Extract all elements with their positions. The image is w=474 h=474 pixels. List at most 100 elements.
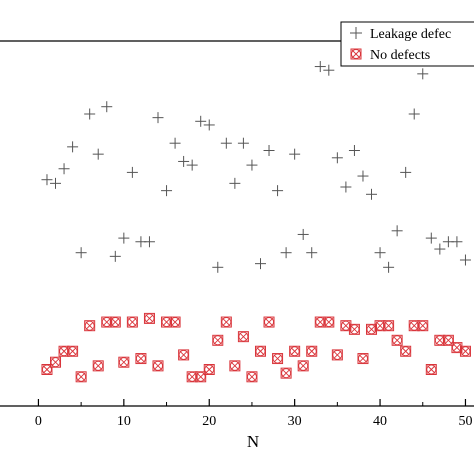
leakage-point (314, 61, 326, 73)
leakage-point (118, 232, 130, 244)
leakage-point (323, 64, 335, 76)
leakage-point (246, 159, 258, 171)
no-defect-point (263, 316, 275, 328)
leakage-point (50, 177, 62, 189)
x-tick-label-10: 10 (117, 414, 131, 429)
no-defect-point (237, 331, 249, 343)
no-defect-point (169, 316, 181, 328)
leakage-point (306, 247, 318, 259)
leakage-point (340, 181, 352, 193)
leakage-point (161, 185, 173, 197)
no-defect-point (67, 345, 79, 357)
leakage-point (391, 225, 403, 237)
no-defect-point (331, 349, 343, 361)
no-defect-point (357, 353, 369, 365)
legend-label-leakage: Leakage defec (370, 27, 451, 42)
no-defect-point (84, 320, 96, 332)
leakage-point (41, 174, 53, 186)
leakage-point (263, 145, 275, 156)
x-axis-ticks: 0 10 20 30 40 50 (35, 399, 472, 429)
no-defect-point (75, 371, 87, 383)
no-defect-point (306, 345, 318, 357)
x-tick-label-40: 40 (373, 414, 387, 429)
leakage-point (58, 163, 70, 175)
leakage-point (289, 148, 301, 160)
leakage-point (366, 188, 378, 200)
leakage-point (186, 159, 198, 171)
no-defect-point (220, 316, 232, 328)
leakage-point (101, 101, 113, 113)
no-defect-point (212, 334, 224, 346)
no-defect-point (400, 345, 412, 357)
no-defect-point (434, 334, 446, 346)
leakage-point (84, 108, 96, 120)
leakage-point (280, 247, 292, 259)
no-defect-point (280, 367, 292, 379)
leakage-point (400, 166, 412, 178)
leakage-point (357, 170, 369, 182)
leakage-point (212, 261, 224, 273)
leakage-point (92, 148, 104, 160)
leakage-point (67, 141, 79, 153)
leakage-point (109, 250, 121, 262)
leakage-point (178, 155, 190, 167)
x-tick-label-50: 50 (458, 414, 472, 429)
leakage-point (297, 228, 309, 240)
leakage-point (75, 247, 87, 259)
x-tick-label-0: 0 (35, 414, 42, 429)
leakage-point (126, 166, 138, 178)
leakage-point (417, 68, 429, 80)
legend-box (340, 21, 474, 67)
leakage-point (220, 137, 232, 149)
no-defect-point (374, 320, 386, 332)
legend-marker-no-defects (350, 48, 362, 60)
no-defect-point (442, 334, 454, 346)
no-defect-point (143, 312, 155, 324)
leakage-point (451, 236, 463, 248)
legend-label-no-defects: No defects (370, 48, 430, 63)
no-defect-point (254, 345, 266, 357)
no-defect-point (203, 364, 215, 375)
x-axis-label: N (247, 432, 259, 451)
legend-marker-leakage (350, 27, 362, 39)
leakage-point (169, 137, 181, 149)
no-defect-point (323, 316, 335, 328)
legend: Leakage defec No defects (340, 21, 474, 67)
leakage-point (374, 247, 386, 259)
no-defect-point (41, 364, 53, 375)
leakage-point (195, 115, 207, 127)
no-defect-point (246, 371, 258, 383)
leakage-point (203, 119, 215, 131)
no-defect-point (391, 334, 403, 346)
x-tick-label-20: 20 (202, 414, 216, 429)
no-defect-point (101, 316, 113, 328)
leakage-point (143, 236, 155, 248)
leakage-point (459, 254, 471, 266)
x-tick-label-30: 30 (288, 414, 302, 429)
no-defect-point (229, 360, 241, 372)
no-defect-point (50, 356, 62, 368)
no-defect-point (178, 349, 190, 361)
no-defect-point (109, 316, 121, 328)
data-points (41, 61, 471, 383)
no-defect-point (195, 371, 207, 383)
leakage-point (434, 243, 446, 255)
no-defect-point (135, 353, 147, 365)
no-defect-point (408, 320, 420, 332)
leakage-point (237, 137, 249, 149)
leakage-point (229, 177, 241, 189)
no-defect-point (118, 356, 130, 368)
no-defect-point (58, 345, 70, 357)
no-defect-point (314, 316, 326, 328)
no-defect-point (161, 316, 173, 328)
no-defect-point (297, 360, 309, 372)
no-defect-point (186, 371, 198, 383)
leakage-point (425, 232, 437, 244)
no-defect-point (383, 320, 395, 332)
no-defect-point (289, 345, 301, 357)
no-defect-point (126, 316, 138, 328)
no-defect-point (425, 364, 437, 375)
leakage-point (331, 152, 343, 164)
no-defect-point (152, 360, 164, 372)
